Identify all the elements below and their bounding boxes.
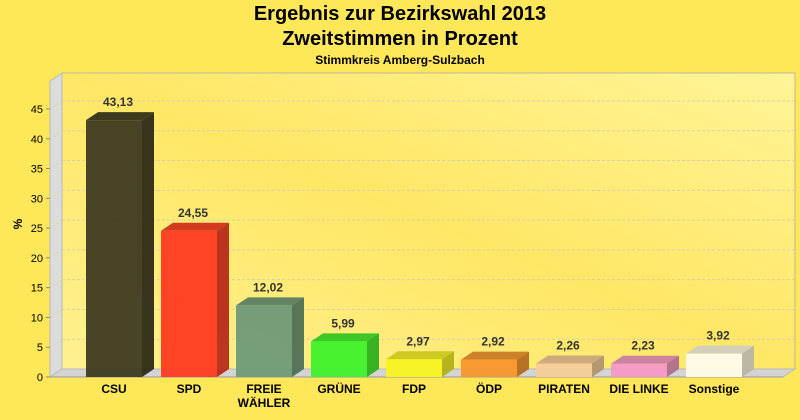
bar-side bbox=[517, 351, 529, 377]
bar-grüne bbox=[311, 341, 367, 377]
y-tick-label: 10 bbox=[31, 312, 43, 324]
bar-top bbox=[236, 297, 304, 306]
x-tick-label: PIRATEN bbox=[538, 382, 590, 396]
bar-die-linke bbox=[611, 363, 667, 377]
y-tick-label: 15 bbox=[31, 283, 43, 295]
bar-side bbox=[442, 351, 454, 377]
gridline-side bbox=[49, 338, 63, 348]
bar-sonstige bbox=[686, 353, 742, 377]
x-tick-label: ÖDP bbox=[476, 381, 502, 396]
bar-spd bbox=[161, 230, 217, 377]
x-tick-label-line: FREIE bbox=[246, 382, 281, 396]
gridline-side bbox=[49, 189, 63, 199]
x-tick-label: Sonstige bbox=[689, 382, 740, 396]
gridline-side bbox=[49, 100, 63, 110]
x-tick-label: DIE LINKE bbox=[609, 382, 668, 396]
bar-top bbox=[311, 333, 379, 342]
bar-fdp bbox=[386, 359, 442, 377]
bar-top bbox=[386, 351, 454, 360]
bar-side bbox=[217, 222, 229, 377]
x-tick-label: GRÜNE bbox=[317, 381, 360, 396]
x-tick-label-line: WÄHLER bbox=[238, 395, 291, 410]
y-axis-label: % bbox=[11, 218, 25, 229]
bar-top bbox=[686, 345, 754, 354]
bar-top bbox=[611, 355, 679, 364]
data-label: 24,55 bbox=[178, 206, 208, 220]
y-tick-label: 0 bbox=[37, 372, 43, 384]
bar-top bbox=[461, 351, 529, 360]
data-label: 2,92 bbox=[481, 335, 505, 349]
y-tick-label: 20 bbox=[31, 253, 43, 265]
x-tick-label: FREIE WÄHLER bbox=[238, 382, 291, 410]
bar-side bbox=[292, 297, 304, 377]
gridline-side bbox=[49, 249, 63, 259]
gridline-side bbox=[49, 160, 63, 169]
chart-subtitle: Zweitstimmen in Prozent bbox=[282, 28, 518, 50]
gridline-side bbox=[49, 130, 63, 140]
y-tick-label: 40 bbox=[31, 134, 43, 146]
x-tick-label: FDP bbox=[402, 382, 426, 396]
x-tick-label: SPD bbox=[177, 382, 202, 396]
gridline-side bbox=[49, 309, 63, 318]
bar-top bbox=[536, 355, 604, 364]
y-tick-label: 45 bbox=[31, 104, 43, 116]
bar-side bbox=[592, 355, 604, 377]
data-label: 5,99 bbox=[331, 316, 355, 330]
y-tick-label: 5 bbox=[37, 342, 43, 354]
y-tick-label: 35 bbox=[31, 164, 43, 176]
bar-side bbox=[142, 112, 154, 377]
bar-csu bbox=[86, 120, 142, 377]
bar-top bbox=[161, 222, 229, 231]
bar-top bbox=[86, 112, 154, 121]
bar-side bbox=[367, 333, 379, 377]
bar-side bbox=[742, 345, 754, 377]
plot-left-wall bbox=[49, 72, 63, 378]
data-label: 2,97 bbox=[406, 334, 430, 348]
bar-side bbox=[667, 355, 679, 377]
data-label: 43,13 bbox=[103, 95, 133, 109]
gridline-side bbox=[49, 279, 63, 289]
data-label: 2,23 bbox=[631, 339, 655, 353]
gridline-side bbox=[49, 219, 63, 229]
data-label: 12,02 bbox=[253, 280, 283, 294]
bar-freie-wähler bbox=[236, 305, 292, 377]
bar-piraten bbox=[536, 363, 592, 377]
bar-ödp bbox=[461, 359, 517, 377]
chart-subtitle-2: Stimmkreis Amberg-Sulzbach bbox=[315, 53, 485, 67]
y-tick-label: 30 bbox=[31, 193, 43, 205]
y-tick-label: 25 bbox=[31, 223, 43, 235]
chart-title: Ergebnis zur Bezirkswahl 2013 bbox=[253, 3, 547, 25]
data-label: 2,26 bbox=[556, 339, 580, 353]
data-label: 3,92 bbox=[706, 329, 730, 343]
x-tick-label: CSU bbox=[101, 382, 126, 396]
